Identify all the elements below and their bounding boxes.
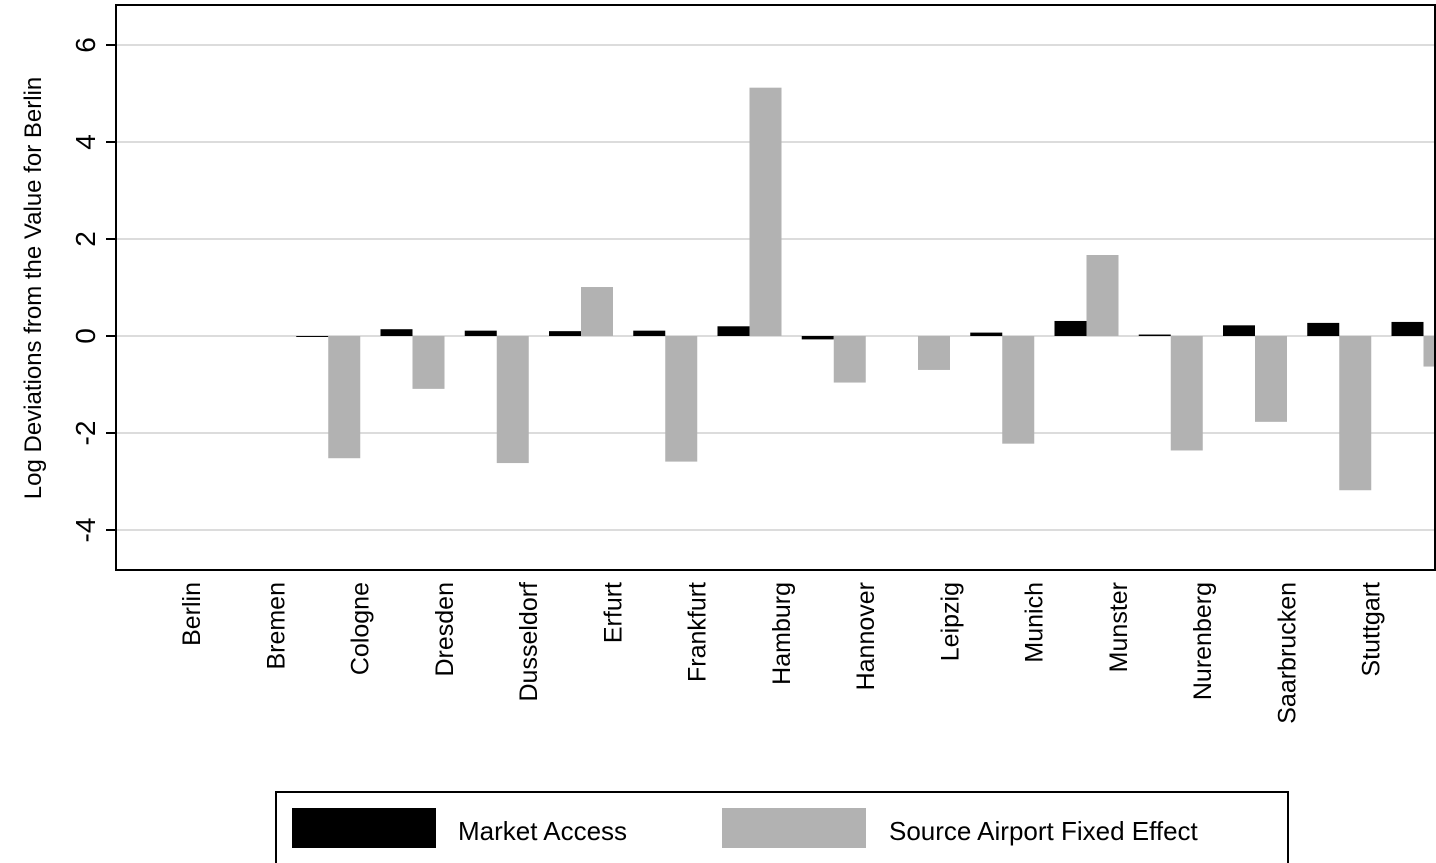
bar-market-access-dusseldorf	[549, 331, 581, 336]
bar-source-airport-fixed-effect-dresden	[496, 336, 529, 464]
y-tick-label: -4	[70, 518, 101, 543]
bar-market-access-leipzig	[970, 332, 1003, 336]
bar-market-access-saarbrucken	[1307, 322, 1340, 336]
y-tick-label: 4	[70, 134, 101, 150]
y-tick-label: 2	[70, 231, 101, 247]
bar-source-airport-fixed-effect-hannover	[918, 336, 950, 370]
x-tick-label: Berlin	[178, 582, 206, 646]
legend-swatch-market-access	[292, 808, 436, 848]
x-tick-label: Dusseldorf	[515, 582, 543, 702]
bar-market-access-munster	[1138, 334, 1171, 336]
x-tick-label: Dresden	[431, 582, 459, 677]
bar-source-airport-fixed-effect-munich	[1086, 255, 1119, 336]
bar-market-access-stuttgart	[1391, 321, 1424, 336]
bar-source-airport-fixed-effect-bremen	[328, 336, 361, 459]
bar-source-airport-fixed-effect-dusseldorf	[581, 287, 613, 336]
x-tick-label: Munich	[1021, 582, 1049, 663]
legend-label-source-airport-fixed-effect: Source Airport Fixed Effect	[889, 816, 1199, 846]
bar-source-airport-fixed-effect-stuttgart	[1423, 336, 1436, 367]
plot-frame	[115, 4, 1436, 571]
y-tick-label: -2	[70, 421, 101, 446]
bar-market-access-hamburg	[801, 336, 834, 340]
bar-market-access-cologne	[380, 329, 413, 336]
y-tick-label: 6	[70, 37, 101, 53]
x-tick-label: Nurenberg	[1189, 582, 1217, 700]
x-tick-label: Frankfurt	[684, 582, 712, 682]
x-tick-label: Hamburg	[768, 582, 796, 685]
bar-source-airport-fixed-effect-nurenberg	[1255, 336, 1287, 422]
bar-source-airport-fixed-effect-frankfurt	[749, 87, 782, 337]
x-axis: Berlin Bremen Cologne Dresden Dusseldorf Erfu…	[178, 582, 1386, 724]
bar-source-airport-fixed-effect-munster	[1170, 336, 1203, 451]
x-tick-label: Stuttgart	[1358, 582, 1386, 677]
y-axis-title: Log Deviations from the Value for Berlin	[20, 77, 47, 499]
y-axis: 6 4 2 0 -2 -4	[70, 37, 116, 542]
bar-market-access-nurenberg	[1223, 325, 1255, 336]
x-tick-label: Leipzig	[936, 582, 964, 661]
legend-label-market-access: Market Access	[458, 816, 627, 846]
legend-swatch-source-airport-fixed-effect	[722, 808, 866, 848]
x-tick-label: Cologne	[347, 582, 375, 675]
bar-source-airport-fixed-effect-cologne	[412, 336, 445, 389]
x-tick-label: Munster	[1105, 582, 1133, 672]
bar-market-access-munich	[1054, 320, 1087, 336]
bars	[212, 87, 1436, 491]
x-tick-label: Saarbrucken	[1273, 582, 1301, 724]
y-tick-label: 0	[70, 328, 101, 344]
bar-source-airport-fixed-effect-erfurt	[665, 336, 698, 462]
bar-source-airport-fixed-effect-saarbrucken	[1339, 336, 1372, 491]
bar-market-access-bremen	[296, 336, 329, 337]
x-tick-label: Hannover	[852, 582, 880, 690]
x-tick-label: Erfurt	[599, 582, 627, 643]
x-tick-label: Bremen	[262, 582, 290, 670]
bar-market-access-dresden	[464, 330, 497, 336]
legend: Market Access Source Airport Fixed Effec…	[275, 791, 1289, 863]
bar-market-access-frankfurt	[717, 326, 750, 336]
bar-source-airport-fixed-effect-hamburg	[833, 336, 866, 383]
bar-source-airport-fixed-effect-leipzig	[1002, 336, 1035, 444]
bar-market-access-erfurt	[633, 330, 666, 336]
